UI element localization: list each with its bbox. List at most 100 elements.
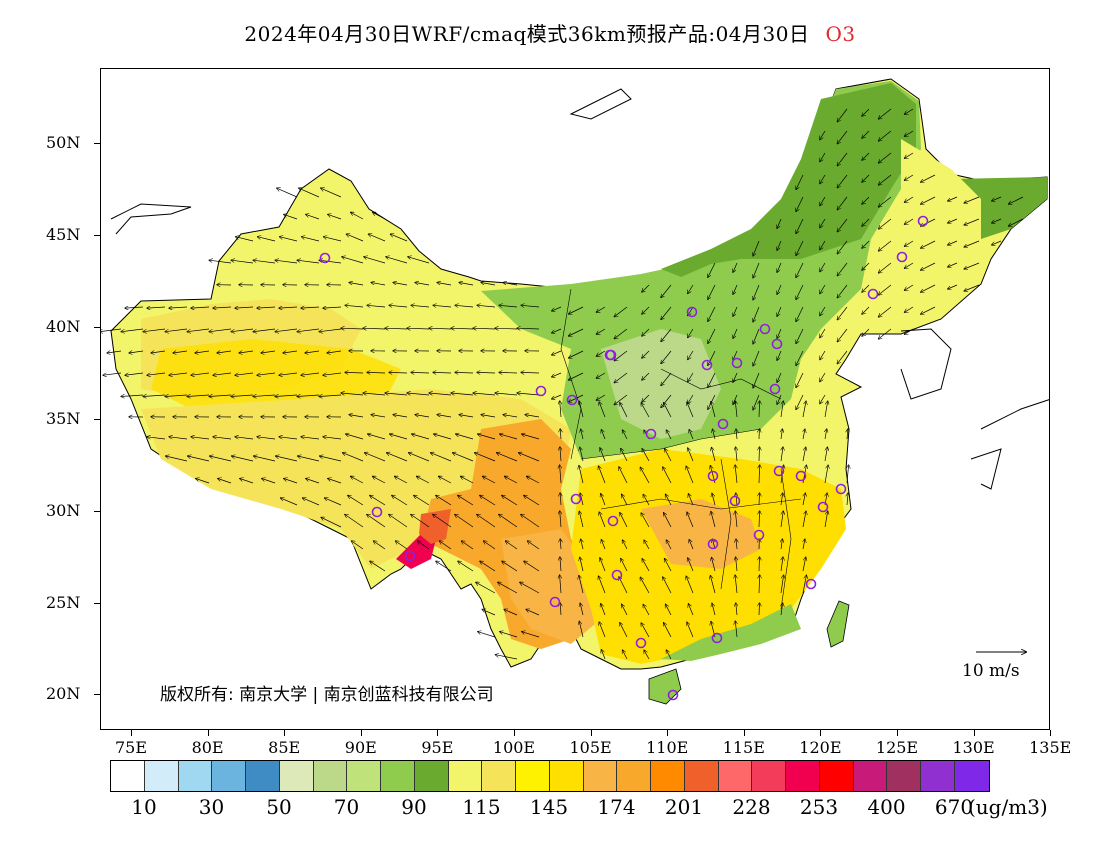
station-marker bbox=[717, 418, 729, 430]
wind-arrow bbox=[560, 603, 561, 616]
map-title: 2024年04月30日WRF/cmaq模式36km预报产品:04月30日 O3 bbox=[0, 18, 1100, 47]
wind-arrow bbox=[735, 511, 737, 528]
wind-arrow bbox=[458, 495, 474, 506]
wind-arrow bbox=[284, 479, 298, 484]
wind-arrow bbox=[414, 495, 430, 506]
lon-label: 85E bbox=[268, 738, 301, 757]
station-marker bbox=[371, 506, 383, 518]
wind-arrow bbox=[879, 262, 892, 273]
wind-arrow bbox=[387, 453, 408, 462]
wind-arrow bbox=[601, 494, 606, 506]
wind-arrow bbox=[640, 467, 650, 484]
wind-arrow bbox=[948, 218, 958, 223]
region-northeast-darkgreen bbox=[661, 83, 916, 277]
wind-arrow bbox=[348, 495, 364, 506]
colorbar-label: 115 bbox=[462, 795, 501, 819]
wind-arrow bbox=[837, 196, 848, 210]
wind-arrow bbox=[385, 393, 408, 395]
wind-arrow bbox=[173, 351, 188, 353]
wind-arrow bbox=[374, 541, 386, 550]
colorbar-cell bbox=[279, 761, 314, 791]
wind-arrow bbox=[796, 350, 804, 365]
wind-arrow bbox=[371, 283, 386, 286]
wind-arrow bbox=[879, 306, 892, 317]
wind-arrow bbox=[992, 196, 1002, 201]
station-marker bbox=[570, 493, 582, 505]
wind-arrow bbox=[373, 212, 386, 220]
wind-arrow bbox=[642, 372, 650, 380]
wind-arrow bbox=[735, 621, 737, 638]
wind-arrow bbox=[368, 234, 386, 242]
wind-arrow bbox=[661, 350, 672, 364]
wind-arrow bbox=[431, 453, 452, 462]
wind-arrow bbox=[342, 257, 364, 264]
station-marker bbox=[607, 515, 619, 527]
wind-arrow bbox=[473, 393, 496, 395]
lon-label: 80E bbox=[191, 738, 224, 757]
wind-arrow bbox=[596, 394, 606, 400]
wind-arrow bbox=[407, 393, 430, 395]
wind-arrow bbox=[390, 434, 408, 440]
wind-arrow bbox=[262, 479, 276, 484]
wind-arrow bbox=[373, 476, 386, 484]
wind-arrow bbox=[666, 650, 672, 660]
wind-arrow bbox=[824, 447, 827, 462]
colorbar-label: 174 bbox=[597, 795, 636, 819]
wind-arrow bbox=[389, 515, 408, 528]
lat-label: 40N bbox=[46, 317, 81, 336]
wind-arrow bbox=[759, 465, 760, 484]
wind-arrow bbox=[879, 284, 892, 295]
wind-arrow bbox=[777, 350, 782, 360]
wind-arrow bbox=[780, 511, 783, 528]
wind-arrow bbox=[103, 372, 122, 375]
wind-arrow bbox=[759, 557, 760, 572]
wind-arrow bbox=[601, 540, 606, 550]
wind-arrow bbox=[921, 284, 936, 292]
station-marker bbox=[773, 465, 785, 477]
wind-arrow bbox=[519, 453, 540, 462]
wind-arrow bbox=[796, 262, 804, 277]
wind-arrow bbox=[599, 466, 606, 484]
wind-arrow bbox=[689, 430, 694, 440]
lon-label: 135E bbox=[1029, 738, 1072, 757]
wind-arrow bbox=[644, 650, 650, 660]
station-marker bbox=[805, 578, 817, 590]
wind-arrow bbox=[820, 350, 826, 360]
wind-arrow bbox=[796, 240, 804, 255]
wind-arrow bbox=[824, 511, 828, 528]
lat-label: 30N bbox=[46, 501, 81, 520]
wind-arrow bbox=[521, 305, 540, 307]
wind-arrow bbox=[569, 306, 584, 314]
wind-arrow bbox=[948, 196, 958, 201]
wind-arrow bbox=[921, 262, 936, 270]
wind-arrow bbox=[599, 576, 606, 594]
wind-arrow bbox=[477, 515, 496, 528]
colorbar-unit: (ug/m3) bbox=[968, 795, 1048, 819]
wind-arrow bbox=[964, 262, 980, 269]
wind-arrow bbox=[169, 437, 188, 440]
lon-tick bbox=[667, 730, 669, 736]
wind-arrow bbox=[552, 306, 562, 311]
wind-arrow bbox=[254, 456, 276, 462]
colorbar-cell bbox=[144, 761, 179, 791]
wind-arrow bbox=[736, 539, 737, 550]
wind-arrow bbox=[349, 283, 364, 286]
wind-arrow bbox=[306, 479, 320, 484]
wind-arrow bbox=[796, 306, 804, 321]
colorbar-cell bbox=[583, 761, 618, 791]
station-marker bbox=[729, 495, 741, 507]
wind-arrow bbox=[820, 262, 826, 272]
wind-arrow bbox=[837, 130, 848, 144]
wind-arrow bbox=[777, 262, 782, 272]
wind-arrow bbox=[665, 449, 672, 462]
wind-arrow bbox=[524, 495, 540, 506]
wind-arrow bbox=[688, 372, 694, 382]
wind-arrow bbox=[688, 494, 694, 506]
wind-arrow bbox=[498, 582, 518, 594]
station-marker bbox=[771, 338, 783, 350]
wind-arrow bbox=[862, 152, 870, 160]
colorbar-cell bbox=[853, 761, 888, 791]
wind-arrow bbox=[601, 650, 606, 660]
wind-arrow bbox=[368, 434, 386, 440]
wind-arrow bbox=[367, 372, 386, 373]
